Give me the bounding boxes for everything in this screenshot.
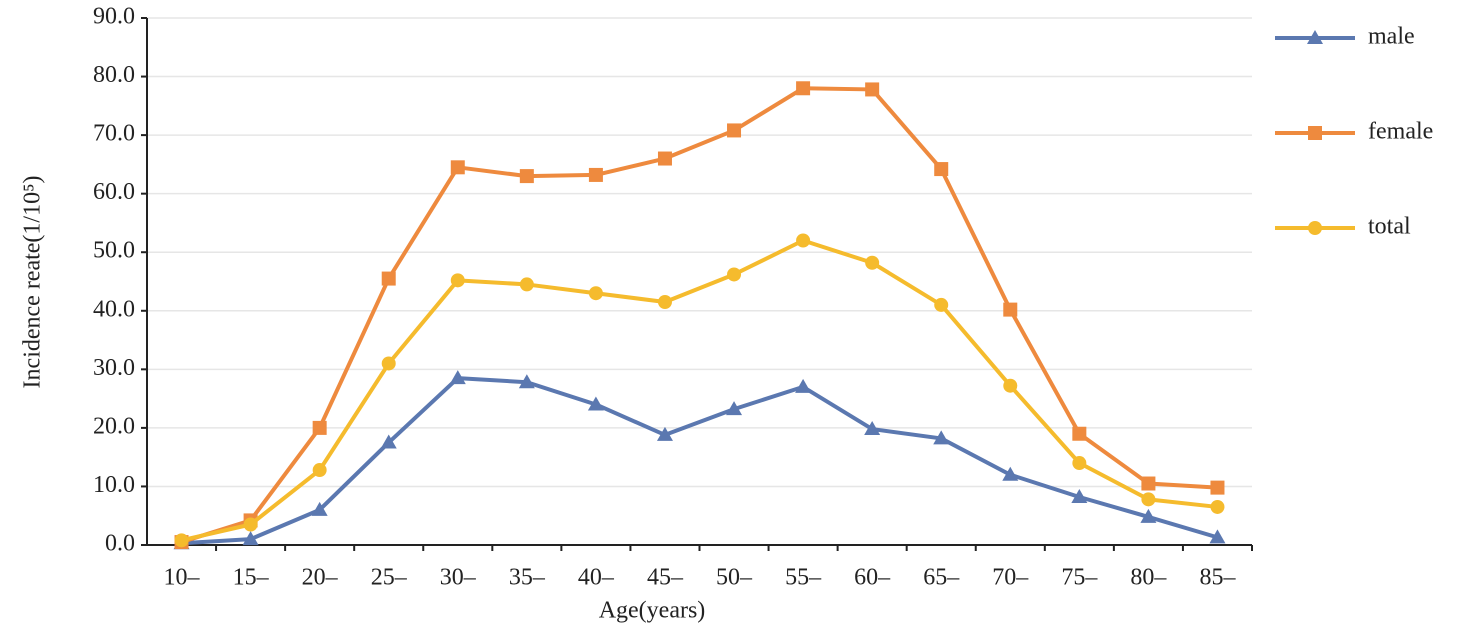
- marker: [727, 267, 742, 282]
- marker: [311, 501, 328, 516]
- x-tick-label: 50–: [716, 565, 753, 591]
- x-tick-label: 25–: [371, 565, 408, 591]
- marker: [1003, 302, 1018, 317]
- marker: [242, 531, 259, 546]
- marker: [864, 421, 881, 436]
- marker: [1072, 456, 1087, 471]
- series-line: [180, 86, 1218, 544]
- x-tick-label: 80–: [1130, 565, 1167, 591]
- marker: [865, 255, 880, 270]
- legend-label: male: [1368, 24, 1415, 50]
- marker: [381, 356, 396, 371]
- legend-label: total: [1368, 214, 1411, 240]
- marker: [518, 374, 535, 389]
- x-tick-label: 20–: [302, 565, 339, 591]
- marker: [865, 82, 880, 97]
- y-tick-label: 60.0: [93, 179, 135, 205]
- marker: [1071, 488, 1088, 503]
- x-tick-label: 65–: [923, 565, 960, 591]
- legend-label: female: [1368, 119, 1433, 145]
- x-tick-label: 45–: [647, 565, 684, 591]
- marker: [1141, 492, 1156, 507]
- y-axis-label: Incidence reate(1/10⁵): [20, 176, 46, 389]
- marker: [312, 420, 327, 435]
- marker: [380, 434, 397, 449]
- marker: [934, 162, 949, 177]
- marker: [727, 123, 742, 138]
- y-tick-label: 10.0: [93, 472, 135, 498]
- marker: [934, 297, 949, 312]
- marker: [450, 160, 465, 175]
- marker: [174, 533, 189, 548]
- marker: [588, 286, 603, 301]
- y-tick-label: 70.0: [93, 121, 135, 147]
- marker: [381, 271, 396, 286]
- x-tick-label: 15–: [233, 565, 270, 591]
- marker: [1003, 378, 1018, 393]
- series-line: [181, 238, 1218, 543]
- x-tick-label: 60–: [854, 565, 891, 591]
- x-tick-label: 70–: [992, 565, 1029, 591]
- x-tick-label: 85–: [1199, 565, 1236, 591]
- marker: [1141, 476, 1156, 491]
- y-tick-label: 20.0: [93, 413, 135, 439]
- series-line: [181, 376, 1219, 546]
- x-tick-label: 55–: [785, 565, 822, 591]
- marker: [519, 169, 534, 184]
- marker: [657, 294, 672, 309]
- marker: [795, 378, 812, 393]
- marker: [312, 463, 327, 478]
- marker: [1072, 426, 1087, 441]
- marker: [588, 167, 603, 182]
- marker: [450, 273, 465, 288]
- marker: [243, 517, 258, 532]
- x-tick-label: 10–: [164, 565, 201, 591]
- marker: [726, 401, 743, 416]
- y-tick-label: 90.0: [93, 4, 135, 30]
- marker: [449, 370, 466, 385]
- y-tick-label: 30.0: [93, 355, 135, 381]
- marker: [796, 233, 811, 248]
- marker: [1308, 126, 1322, 140]
- y-tick-label: 80.0: [93, 62, 135, 88]
- x-tick-label: 35–: [509, 565, 546, 591]
- marker: [1140, 508, 1157, 523]
- marker: [656, 426, 673, 441]
- marker: [1209, 529, 1226, 544]
- marker: [1307, 30, 1323, 44]
- y-tick-label: 0.0: [105, 531, 135, 557]
- x-tick-label: 75–: [1061, 565, 1098, 591]
- x-axis-label: Age(years): [599, 598, 706, 624]
- x-tick-label: 30–: [440, 565, 477, 591]
- marker: [587, 396, 604, 411]
- marker: [1308, 221, 1322, 235]
- marker: [1210, 480, 1225, 495]
- marker: [519, 277, 534, 292]
- y-tick-label: 40.0: [93, 296, 135, 322]
- marker: [657, 151, 672, 166]
- marker: [1210, 499, 1225, 514]
- x-tick-label: 40–: [578, 565, 615, 591]
- marker: [796, 81, 811, 96]
- marker: [1002, 466, 1019, 481]
- marker: [933, 430, 950, 445]
- y-tick-label: 50.0: [93, 238, 135, 264]
